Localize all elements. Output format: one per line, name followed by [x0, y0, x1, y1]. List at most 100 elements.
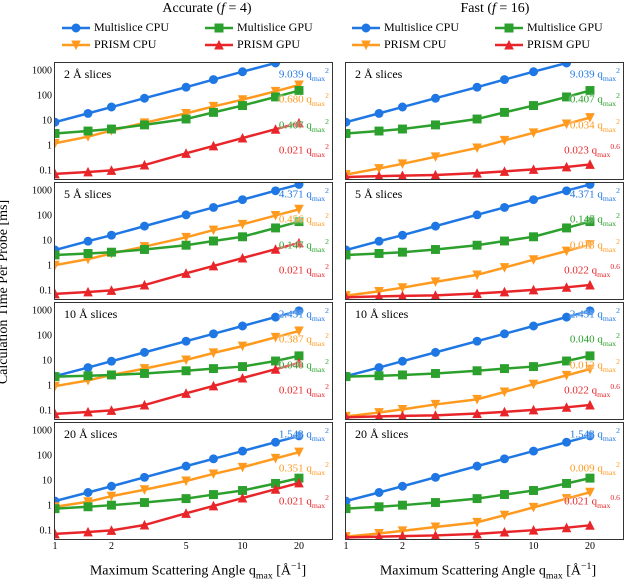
ytick: 0.1: [40, 166, 53, 177]
legend-label-ms_cpu: Multislice CPU: [384, 20, 459, 35]
legend-label-pr_gpu: PRISM GPU: [237, 37, 300, 52]
slice-label: 5 Å slices: [61, 187, 114, 202]
fit-label-ms_cpu: 1.543 qmax2: [570, 426, 620, 443]
xtick: 2: [400, 541, 405, 552]
xtick: 5: [184, 541, 189, 552]
legend-swatch-ms_gpu: [205, 22, 233, 34]
fit-label-pr_gpu: 0.023 qmax0.6: [564, 142, 620, 159]
ytick: 1000: [32, 305, 52, 316]
ytick: 10: [42, 476, 52, 487]
panel-grid: 2 Å slices 9.039 qmax2 0.680 qmax2 0.407 qm…: [54, 62, 624, 540]
fit-label-pr_cpu: 0.456 qmax2: [279, 211, 329, 228]
fit-label-pr_cpu: 0.009 qmax2: [570, 460, 620, 477]
legend-swatch-ms_cpu: [62, 22, 90, 34]
fit-label-ms_cpu: 9.039 qmax2: [279, 66, 329, 83]
col-title-left: Accurate (f = 4): [72, 1, 342, 17]
figure-root: Accurate (f = 4) Fast (f = 16) Multislic…: [0, 0, 638, 583]
fit-label-ms_gpu: 0.407 qmax2: [279, 117, 329, 134]
ytick: 1: [47, 261, 52, 272]
legend-right: Multislice CPU Multislice GPU PRISM CPU …: [352, 20, 632, 52]
slice-label: 2 Å slices: [61, 67, 114, 82]
ytick: 100: [37, 450, 52, 461]
legend-item-pr_gpu: PRISM GPU: [205, 37, 342, 52]
slice-label: 20 Å slices: [61, 427, 120, 442]
fit-label-pr_gpu: 0.021 qmax2: [279, 142, 329, 159]
ytick: 1000: [32, 65, 52, 76]
fit-label-ms_cpu: 9.039 qmax2: [570, 66, 620, 83]
ytick: 0.1: [40, 526, 53, 537]
ytick: 1000: [32, 425, 52, 436]
fit-label-pr_cpu: 0.387 qmax2: [279, 331, 329, 348]
legend-item-ms_cpu: Multislice CPU: [62, 20, 199, 35]
y-axis-label: Calculation Time Per Probe [ms]: [0, 199, 12, 383]
panel-3: 5 Å slices 4.371 qmax2 0.147 qmax2 0.018 qm…: [345, 182, 624, 300]
fit-label-ms_cpu: 1.543 qmax2: [279, 426, 329, 443]
fit-label-ms_gpu: 0.407 qmax2: [570, 91, 620, 108]
fit-label-pr_gpu: 0.022 qmax0.6: [564, 382, 620, 399]
x-axis-label-right: Maximum Scattering Angle qmax [Å−1]: [348, 561, 628, 581]
xtick: 20: [585, 541, 595, 552]
legend-item-ms_cpu: Multislice CPU: [352, 20, 489, 35]
ytick: 1000: [32, 185, 52, 196]
ytick: 10: [42, 356, 52, 367]
col-title-right: Fast (f = 16): [360, 1, 630, 17]
fit-label-ms_cpu: 2.451 qmax2: [570, 306, 620, 323]
slice-label: 10 Å slices: [61, 307, 120, 322]
fit-label-pr_gpu: 0.021 qmax2: [279, 493, 329, 510]
panel-1: 2 Å slices 9.039 qmax2 0.407 qmax2 0.034 qm…: [345, 62, 624, 180]
fit-label-pr_cpu: 0.034 qmax2: [570, 117, 620, 134]
fit-label-ms_gpu: 0.040 qmax2: [570, 331, 620, 348]
xtick: 20: [294, 541, 304, 552]
xtick: 1: [344, 541, 349, 552]
xtick: 1: [53, 541, 58, 552]
legend-label-ms_gpu: Multislice GPU: [527, 20, 603, 35]
slice-label: 10 Å slices: [352, 307, 411, 322]
panel-0: 2 Å slices 9.039 qmax2 0.680 qmax2 0.407 qm…: [54, 62, 333, 180]
legend-item-ms_gpu: Multislice GPU: [495, 20, 632, 35]
ytick: 0.1: [40, 286, 53, 297]
ytick: 100: [37, 330, 52, 341]
ytick: 1: [47, 141, 52, 152]
legend-swatch-ms_gpu: [495, 22, 523, 34]
ytick: 0.1: [40, 406, 53, 417]
legend-item-pr_cpu: PRISM CPU: [352, 37, 489, 52]
fit-label-pr_gpu: 0.021 qmax2: [279, 262, 329, 279]
slice-label: 2 Å slices: [352, 67, 405, 82]
fit-label-pr_cpu: 0.018 qmax2: [570, 237, 620, 254]
xtick: 10: [529, 541, 539, 552]
fit-label-ms_gpu: 0.147 qmax2: [570, 211, 620, 228]
panel-2: 5 Å slices4.371 qmax20.456 qmax20.147 qm…: [54, 182, 333, 300]
legend-swatch-pr_cpu: [62, 39, 90, 51]
legend-label-pr_cpu: PRISM CPU: [384, 37, 446, 52]
legend-left: Multislice CPU Multislice GPU PRISM CPU …: [62, 20, 342, 52]
fit-label-ms_cpu: 2.451 qmax2: [279, 306, 329, 323]
legend-label-pr_gpu: PRISM GPU: [527, 37, 590, 52]
xtick: 2: [109, 541, 114, 552]
fit-label-pr_cpu: 0.012 qmax2: [570, 357, 620, 374]
legend-label-ms_cpu: Multislice CPU: [94, 20, 169, 35]
slice-label: 5 Å slices: [352, 187, 405, 202]
fit-label-pr_gpu: 0.021 qmax0.6: [564, 493, 620, 510]
slice-label: 20 Å slices: [352, 427, 411, 442]
legend-swatch-pr_gpu: [495, 39, 523, 51]
xtick: 5: [475, 541, 480, 552]
fit-label-ms_cpu: 4.371 qmax2: [570, 186, 620, 203]
panel-6: 20 Å slices 1.543 qmax2 0.351 qmax2 0.021 q…: [54, 422, 333, 540]
legend-label-ms_gpu: Multislice GPU: [237, 20, 313, 35]
fit-label-ms_cpu: 4.371 qmax2: [279, 186, 329, 203]
x-axis-label-left: Maximum Scattering Angle qmax [Å−1]: [58, 561, 338, 581]
panel-5: 10 Å slices 2.451 qmax2 0.040 qmax2 0.012 q…: [345, 302, 624, 420]
fit-label-pr_cpu: 0.351 qmax2: [279, 460, 329, 477]
panel-4: 10 Å slices2.451 qmax20.387 qmax20.040 q…: [54, 302, 333, 420]
legend-item-pr_gpu: PRISM GPU: [495, 37, 632, 52]
ytick: 1: [47, 501, 52, 512]
legend-item-ms_gpu: Multislice GPU: [205, 20, 342, 35]
legend-label-pr_cpu: PRISM CPU: [94, 37, 156, 52]
legend-swatch-pr_cpu: [352, 39, 380, 51]
fit-label-pr_gpu: 0.021 qmax2: [279, 382, 329, 399]
ytick: 100: [37, 210, 52, 221]
fit-label-pr_cpu: 0.680 qmax2: [279, 91, 329, 108]
legend-swatch-pr_gpu: [205, 39, 233, 51]
panel-7: 20 Å slices 1.543 qmax2 0.009 qmax2 0.021 q…: [345, 422, 624, 540]
legend-swatch-ms_cpu: [352, 22, 380, 34]
